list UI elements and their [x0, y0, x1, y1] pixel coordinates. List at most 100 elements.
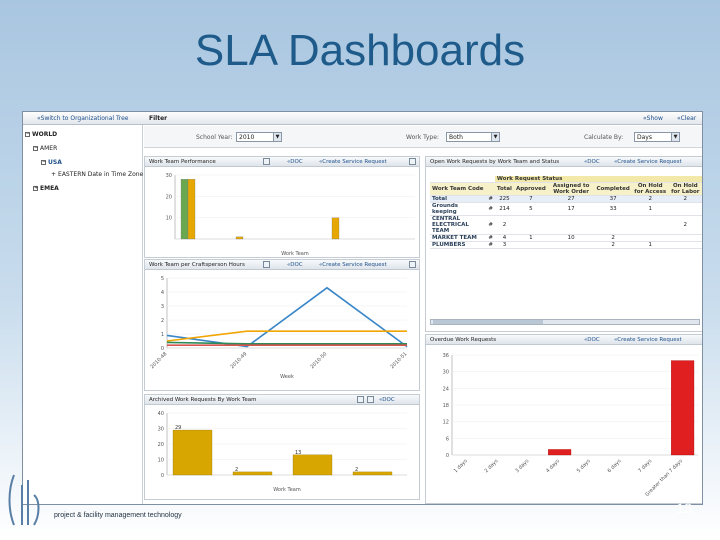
bar: [232, 471, 273, 476]
table-cell: 1: [631, 241, 669, 249]
export-icon[interactable]: [263, 261, 270, 268]
table-cell: 37: [594, 195, 632, 203]
work-team-code-cell: Grounds keeping: [430, 202, 487, 216]
y-tick-label: 36: [443, 353, 449, 359]
collapse-icon[interactable]: −: [41, 159, 47, 165]
x-tick-label: 2 days: [484, 458, 500, 474]
table-cell: [547, 215, 595, 235]
table-row[interactable]: Grounds keeping #214 5 17 33 1: [430, 202, 702, 216]
table-cell: 214: [494, 202, 514, 216]
column-header[interactable]: Completed: [594, 182, 632, 196]
work-type-select[interactable]: Both ▼: [446, 132, 500, 142]
create-service-request-link[interactable]: «Create Service Request: [319, 159, 387, 165]
work-team-code-cell: CENTRAL ELECTRICAL TEAM: [430, 215, 487, 235]
table-row[interactable]: MARKET TEAM #4 1 10 2: [430, 234, 702, 242]
export-icon[interactable]: [263, 158, 270, 165]
x-tick-label: 4 days: [545, 458, 561, 474]
work-type-label: Work Type:: [406, 134, 439, 141]
slide-title: SLA Dashboards: [194, 26, 526, 75]
work-team-code-cell: PLUMBERS: [430, 241, 487, 249]
y-tick-label: 1: [161, 332, 164, 338]
calculate-by-select[interactable]: Days ▼: [634, 132, 680, 142]
collapse-icon[interactable]: −: [33, 145, 39, 151]
overdue-work-requests-chart: 36 30 24 18 12 6 0 1 days 2 days 3 days 4 days 5 da…: [443, 353, 698, 498]
options-icon[interactable]: [367, 396, 374, 403]
table-cell: 2: [668, 195, 702, 203]
collapse-icon[interactable]: −: [25, 131, 31, 137]
archived-work-requests-panel: Archived Work Requests By Work Team «DOC…: [144, 394, 420, 500]
options-icon[interactable]: [409, 261, 416, 268]
expand-icon[interactable]: +: [33, 185, 39, 191]
column-header[interactable]: Total: [494, 182, 514, 196]
bar: [671, 360, 695, 456]
y-tick-label: 18: [443, 403, 449, 409]
y-tick-label: 0: [161, 346, 164, 352]
table-cell: [668, 241, 702, 249]
data-label: 29: [175, 425, 181, 431]
work-team-performance-panel: Work Team Performance «DOC «Create Servi…: [144, 156, 420, 258]
data-label: 13: [295, 450, 301, 456]
y-tick-label: 30: [158, 427, 164, 433]
org-tree: − WORLD − AMER − USA + EASTERN Date in Time …: [23, 125, 144, 504]
x-axis-label: Work Team: [273, 487, 301, 493]
table-cell: 17: [547, 202, 595, 216]
y-tick-label: 6: [446, 436, 449, 442]
bar: [292, 454, 333, 476]
table-cell: 2: [668, 215, 702, 235]
table-cell: #: [486, 241, 495, 249]
school-year-select[interactable]: 2010 ▼: [236, 132, 282, 142]
column-header[interactable]: Work Team Code: [430, 182, 487, 196]
table-row[interactable]: PLUMBERS #3 2 1: [430, 241, 702, 249]
create-service-request-link[interactable]: «Create Service Request: [614, 337, 682, 343]
tree-node-usa[interactable]: − USA: [41, 159, 62, 166]
y-tick-label: 3: [161, 304, 164, 310]
doc-link[interactable]: «DOC: [584, 159, 600, 165]
x-tick-label: 2010-49: [229, 351, 248, 370]
work-team-performance-chart: 30 20 10 Work Team: [166, 173, 415, 257]
table-cell: 2: [594, 234, 632, 242]
table-cell: [594, 215, 632, 235]
create-service-request-link[interactable]: «Create Service Request: [319, 262, 387, 268]
series-line: [166, 286, 408, 348]
x-tick-label: 3 days: [514, 458, 530, 474]
bar: [180, 179, 189, 240]
export-icon[interactable]: [357, 396, 364, 403]
horizontal-scrollbar[interactable]: [430, 319, 700, 325]
table-cell: [547, 241, 595, 249]
tree-node-amer[interactable]: − AMER: [33, 145, 58, 152]
x-axis-label: Work Team: [281, 251, 309, 257]
work-team-code-cell: MARKET TEAM: [430, 234, 487, 242]
doc-link[interactable]: «DOC: [379, 397, 395, 403]
doc-link[interactable]: «DOC: [287, 262, 303, 268]
column-header[interactable]: On Hold for Labor: [668, 182, 702, 196]
table-cell: 1: [513, 234, 548, 242]
slide-number: 13: [676, 500, 692, 516]
switch-org-tree-link[interactable]: «Switch to Organizational Tree: [37, 115, 129, 122]
tree-node-emea[interactable]: + EMEA: [33, 185, 59, 192]
panel-title: Work Team per Craftsperson Hours: [149, 262, 245, 268]
doc-link[interactable]: «DOC: [287, 159, 303, 165]
overdue-work-requests-panel: Overdue Work Requests «DOC «Create Servi…: [425, 334, 702, 504]
column-header[interactable]: Assigned to Work Order: [547, 182, 595, 196]
y-tick-label: 2: [161, 318, 164, 324]
show-button[interactable]: «Show: [643, 115, 663, 122]
create-service-request-link[interactable]: «Create Service Request: [614, 159, 682, 165]
clear-button[interactable]: «Clear: [677, 115, 697, 122]
table-row[interactable]: CENTRAL ELECTRICAL TEAM #2 2: [430, 215, 702, 235]
data-label: 2: [355, 467, 358, 473]
doc-link[interactable]: «DOC: [584, 337, 600, 343]
options-icon[interactable]: [409, 158, 416, 165]
column-header[interactable]: On Hold for Access: [631, 182, 669, 196]
table-row[interactable]: Total #225 7 27 37 2 2: [430, 195, 702, 203]
series-line: [166, 341, 407, 345]
y-tick-label: 20: [158, 442, 164, 448]
table-cell: 3: [494, 241, 514, 249]
tree-node-world[interactable]: − WORLD: [25, 131, 58, 138]
y-tick-label: 20: [166, 194, 172, 200]
tree-node-eastern[interactable]: + EASTERN Date in Time Zone: [51, 171, 144, 178]
column-header[interactable]: Approved: [513, 182, 548, 196]
bar: [548, 449, 572, 456]
calculate-by-label: Calculate By:: [584, 134, 624, 141]
column-header[interactable]: [486, 182, 495, 196]
y-tick-label: 12: [443, 420, 449, 426]
